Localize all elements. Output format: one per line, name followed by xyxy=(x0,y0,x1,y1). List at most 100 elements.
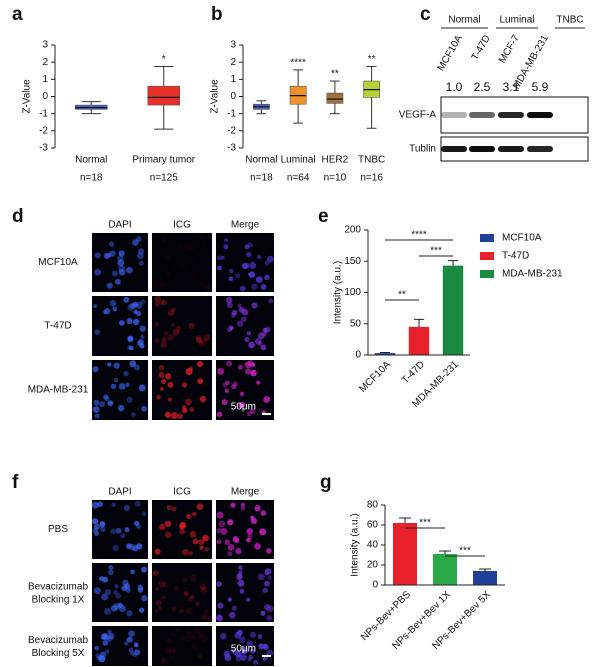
cell xyxy=(175,325,182,332)
cell xyxy=(126,317,133,324)
cell xyxy=(239,636,246,643)
cell xyxy=(104,396,110,402)
cell xyxy=(258,643,265,650)
box xyxy=(147,85,181,106)
cell xyxy=(250,648,256,654)
cell xyxy=(137,252,144,259)
y-tick-label: 20 xyxy=(367,560,379,571)
bar xyxy=(473,571,497,585)
micrograph xyxy=(152,626,212,666)
cell xyxy=(267,575,272,580)
significance: *** xyxy=(419,518,431,529)
cell xyxy=(94,523,100,530)
cell xyxy=(100,633,108,641)
band xyxy=(469,112,495,118)
blot-group: TNBC xyxy=(556,15,583,26)
scale-bar-label: 50μm xyxy=(231,644,256,655)
cell xyxy=(166,504,172,511)
cell xyxy=(204,547,210,552)
legend-label: MCF10A xyxy=(502,233,542,244)
significance: **** xyxy=(290,58,306,69)
cell xyxy=(200,586,208,594)
cell xyxy=(251,283,258,290)
y-tick-label: 100 xyxy=(344,287,361,298)
cell xyxy=(230,502,236,508)
cell xyxy=(118,250,125,257)
cell xyxy=(99,401,105,407)
cell xyxy=(129,360,137,368)
cell xyxy=(179,244,183,248)
cell xyxy=(246,331,252,336)
cell xyxy=(181,382,188,388)
cell xyxy=(158,282,164,288)
cell xyxy=(124,527,130,533)
cell xyxy=(158,371,165,378)
cell xyxy=(94,531,99,536)
cell xyxy=(254,543,261,550)
cell xyxy=(182,407,188,414)
band xyxy=(498,112,524,118)
cell xyxy=(241,648,247,654)
cell xyxy=(197,631,204,639)
column-label: DAPI xyxy=(108,220,131,231)
cell xyxy=(126,266,133,274)
cell xyxy=(99,521,106,528)
cell xyxy=(247,242,253,248)
cell xyxy=(130,651,135,656)
blot-row-label: VEGF-A xyxy=(399,110,437,121)
cell xyxy=(198,539,205,546)
cell xyxy=(223,238,229,243)
cell xyxy=(224,539,231,545)
cell xyxy=(204,285,212,292)
cell xyxy=(112,306,118,312)
cell xyxy=(226,360,233,367)
cell xyxy=(220,528,228,535)
cell xyxy=(238,565,243,570)
y-tick-label: 50 xyxy=(350,318,362,329)
band xyxy=(441,112,467,118)
cell xyxy=(106,282,113,289)
cell xyxy=(217,265,222,271)
cell xyxy=(263,644,269,651)
cell xyxy=(172,328,180,336)
significance: ** xyxy=(398,290,406,301)
cell xyxy=(223,244,229,250)
cell xyxy=(139,607,145,613)
cell xyxy=(237,579,245,587)
cell xyxy=(244,361,252,369)
cell xyxy=(195,335,202,342)
cell xyxy=(136,543,143,550)
cell xyxy=(172,626,178,632)
cell xyxy=(199,395,207,403)
cell xyxy=(224,388,230,394)
cell xyxy=(182,548,189,556)
cell xyxy=(164,254,171,261)
cell xyxy=(114,278,121,285)
cell xyxy=(196,361,204,368)
cell xyxy=(185,628,193,636)
y-tick-label: -1 xyxy=(227,108,236,119)
cell xyxy=(119,605,126,613)
cell xyxy=(103,394,109,400)
cell xyxy=(266,605,274,613)
cell xyxy=(165,373,172,380)
row-label: Bevacizumab Blocking 1X xyxy=(28,581,88,605)
cell xyxy=(240,654,247,661)
significance: *** xyxy=(430,246,442,257)
cell xyxy=(241,263,248,270)
cell xyxy=(202,534,209,542)
x-tick-label: Luminal xyxy=(281,155,316,166)
cell xyxy=(200,613,207,621)
cell xyxy=(262,656,267,662)
cell xyxy=(134,364,140,371)
cell xyxy=(159,300,165,306)
cell xyxy=(164,531,172,539)
cell xyxy=(227,543,235,551)
y-tick-label: 1 xyxy=(230,74,236,85)
cell xyxy=(238,570,243,575)
cell xyxy=(247,533,253,540)
cell xyxy=(162,581,169,589)
cell xyxy=(217,367,225,375)
cell xyxy=(115,593,121,599)
cell xyxy=(200,338,208,346)
